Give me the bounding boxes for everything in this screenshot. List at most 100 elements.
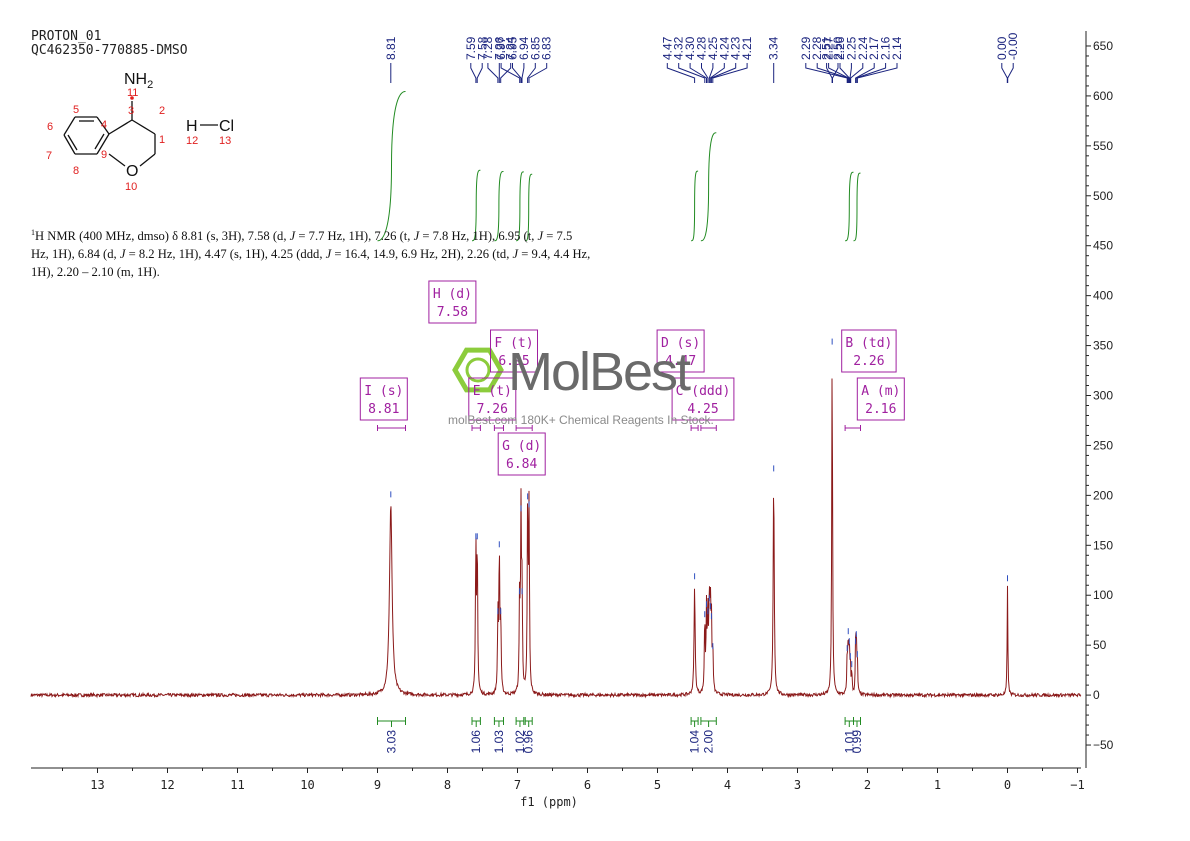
peak-shift-label: 4.25 [706, 36, 720, 60]
nmr-text-part: = 7.5 Hz, 1H), 6.84 (d, [31, 229, 573, 262]
multiplet-shift: 8.81 [368, 402, 399, 417]
peak-shift-label: 4.24 [717, 36, 731, 60]
x-tick-label: 9 [374, 778, 381, 792]
integral-curve [700, 132, 717, 242]
atom-number: 3 [128, 105, 134, 117]
multiplet-label: D (s) [661, 336, 700, 351]
integral-value: 3.03 [385, 730, 399, 754]
peak-shift-label: 2.24 [856, 36, 870, 60]
peak-label-leader [832, 63, 839, 83]
integral-curve [853, 172, 861, 242]
integral-value: 1.02 [513, 730, 527, 754]
y-tick-label: 550 [1093, 139, 1113, 153]
y-tick-label: 600 [1093, 89, 1113, 103]
peak-label-leader [855, 63, 887, 83]
peak-shift-label: 2.50 [831, 36, 845, 60]
peak-label-leader [528, 63, 548, 83]
peak-shift-label: 6.85 [528, 36, 542, 60]
atom-number: 13 [219, 135, 231, 147]
multiplet-shift: 7.58 [437, 305, 468, 320]
peak-label-leader [709, 63, 725, 83]
integral-curves: 3.03 1.06 1.03 1.020.96 1.04 2.00 1.010.99 [377, 90, 864, 754]
peak-label-leader [701, 63, 709, 83]
multiplet-shift: 4.47 [665, 354, 696, 369]
watermark-subtitle: molBest.com 180K+ Chemical Reagents In S… [448, 413, 714, 427]
watermark-brand: MolBest [508, 342, 691, 402]
hydrogen-label: H [186, 118, 198, 135]
peak-shift-label: 7.28 [481, 36, 495, 60]
y-tick-label: 650 [1093, 39, 1113, 53]
multiplet-label: G (d) [502, 439, 541, 454]
y-tick-label: 400 [1093, 289, 1113, 303]
watermark-hexagon-icon [452, 347, 504, 393]
integral-curve [471, 169, 481, 242]
multiplet-shift: 2.26 [853, 354, 884, 369]
x-tick-label: 11 [230, 778, 244, 792]
y-tick-label: 100 [1093, 588, 1113, 602]
peak-shift-label: -0.00 [1006, 32, 1020, 60]
multiplet-box [841, 329, 897, 373]
peak-label-leader [500, 63, 521, 83]
atom-number: 11 [127, 87, 138, 99]
peak-label-leader [512, 63, 522, 83]
peak-shift-label: 6.83 [540, 36, 554, 60]
multiplet-shift: 7.26 [477, 402, 508, 417]
peak-label-leader [666, 63, 696, 83]
peak-shift-label: 2.25 [844, 36, 858, 60]
x-tick-label: 5 [654, 778, 661, 792]
peak-label-leader [708, 63, 714, 83]
isotope-superscript: 1 [31, 228, 35, 237]
x-tick-label: 12 [160, 778, 174, 792]
atom-number: 8 [73, 165, 79, 177]
atom-number: 5 [73, 104, 79, 116]
y-tick-label: 300 [1093, 389, 1113, 403]
multiplet-box [656, 329, 705, 373]
nmr-text-part: = 7.7 Hz, 1H), 7.26 (t, [295, 229, 414, 244]
coupling-symbol: J [512, 247, 519, 262]
peak-label-leader [816, 63, 849, 83]
x-tick-label: 13 [90, 778, 104, 792]
peak-shift-label: 7.26 [492, 36, 506, 60]
y-tick-label: 50 [1093, 638, 1107, 652]
peak-label-leader [856, 63, 898, 83]
x-tick-label: 1 [934, 778, 941, 792]
x-tick-label: 2 [864, 778, 871, 792]
peak-shift-label: 7.58 [475, 36, 489, 60]
peak-shift-label: 2.51 [820, 36, 834, 60]
integral-curve [845, 171, 854, 242]
x-tick-label: 8 [444, 778, 451, 792]
peak-shift-label: 7.24 [504, 36, 518, 60]
peak-shift-label: 2.28 [810, 36, 824, 60]
multiplet-box [468, 377, 517, 421]
chlorine-label: Cl [219, 118, 234, 135]
x-tick-label: 6 [584, 778, 591, 792]
peak-label-leader [527, 63, 536, 83]
peak-shift-label: 2.26 [833, 36, 847, 60]
x-tick-label: 7 [514, 778, 521, 792]
integral-curve [377, 90, 406, 242]
peak-shift-label: 2.14 [890, 36, 904, 60]
atom-number: 6 [47, 121, 53, 133]
integral-value: 1.03 [492, 730, 506, 754]
multiplet-label: E (t) [473, 384, 512, 399]
integral-value: 1.06 [469, 730, 483, 754]
coupling-symbol: J [325, 247, 332, 262]
nmr-text-part: = 9.4, 4.4 Hz, 1H), 2.20 – 2.10 (m, 1H). [31, 247, 591, 280]
atom-number: 1 [159, 134, 165, 146]
x-tick-label: 3 [794, 778, 801, 792]
peak-shift-label: 4.28 [695, 36, 709, 60]
y-tick-label: 350 [1093, 339, 1113, 353]
peak-label-leader [487, 63, 499, 83]
peak-label-leader [1001, 63, 1008, 83]
peak-label-leader [1007, 63, 1014, 83]
peak-shift-label: 4.32 [672, 36, 686, 60]
multiplet-label: B (td) [845, 336, 892, 351]
nmr-text-part: = 8.2 Hz, 1H), 4.47 (s, 1H), 4.25 (ddd, [125, 247, 326, 262]
atom-number: 12 [186, 135, 198, 147]
peak-shift-label: 4.47 [660, 36, 674, 60]
peak-label-leader [476, 63, 483, 83]
x-tick-label: −1 [1070, 778, 1084, 792]
integral-value: 0.99 [850, 730, 864, 754]
molecule-structure: 1 2 3 4 5 6 7 8 9 10 11 12 13 NH2 O H Cl [46, 71, 234, 193]
experiment-name: PROTON_01 [31, 29, 102, 44]
